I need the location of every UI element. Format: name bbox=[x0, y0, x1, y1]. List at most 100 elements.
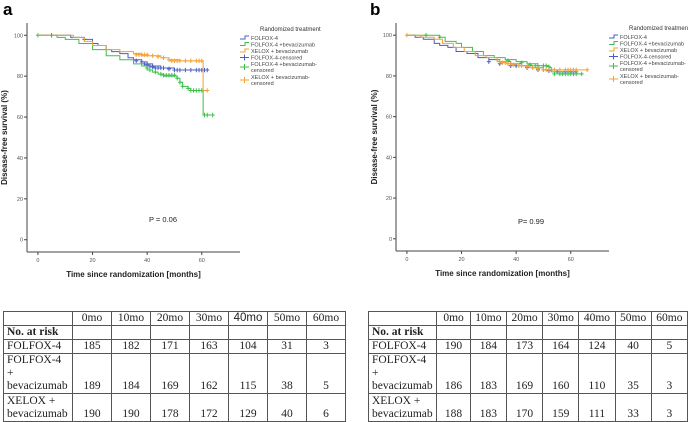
column-header: 40mo bbox=[228, 311, 268, 326]
column-header: 10mo bbox=[469, 311, 507, 326]
legend-line-swatch bbox=[609, 34, 618, 39]
empty-cell bbox=[189, 325, 229, 340]
row-label: FOLFOX-4 bbox=[3, 339, 73, 354]
censor-mark bbox=[177, 80, 182, 85]
censor-mark bbox=[180, 84, 185, 89]
at-risk-value: 184 bbox=[469, 339, 507, 354]
at-risk-value: 110 bbox=[578, 353, 616, 394]
legend-label: XELOX + bevacizumab bbox=[251, 49, 308, 55]
legend-label: XELOX + bevacizumab- bbox=[251, 75, 310, 81]
km-chart-b: 0 20 40 60 80 100 0 20 40 60 Time since randomizat… bbox=[370, 23, 688, 278]
table-row: FOLFOX-4 190 184 173 164 124 40 5 bbox=[367, 339, 688, 354]
column-header: 0mo bbox=[72, 311, 112, 326]
row-label-line1: XELOX + bbox=[7, 395, 56, 407]
at-risk-value: 189 bbox=[72, 353, 112, 394]
section-label: No. at risk bbox=[3, 325, 73, 340]
y-tick-label: 60 bbox=[17, 115, 23, 121]
at-risk-value: 169 bbox=[505, 353, 544, 394]
censor-mark bbox=[177, 67, 182, 73]
censor-mark bbox=[437, 35, 442, 40]
table-row: FOLFOX-4 + bevacizumab 189 184 169 162 115 38 5 bbox=[3, 353, 346, 394]
row-label: FOLFOX-4 + bevacizumab bbox=[3, 353, 73, 394]
at-risk-value: 124 bbox=[578, 339, 616, 354]
y-tick-label: 100 bbox=[14, 33, 23, 39]
series-folfox-4 bbox=[37, 33, 210, 73]
censor-mark bbox=[161, 55, 166, 60]
at-risk-value: 104 bbox=[228, 339, 268, 354]
censor-mark bbox=[167, 57, 171, 63]
at-risk-value: 184 bbox=[111, 353, 151, 394]
censor-mark bbox=[150, 53, 155, 58]
column-header bbox=[367, 311, 438, 326]
y-tick-label: 0 bbox=[20, 238, 23, 244]
at-risk-value: 129 bbox=[228, 393, 268, 422]
column-header: 30mo bbox=[189, 311, 229, 326]
x-tick-label: 40 bbox=[513, 257, 519, 263]
row-label: FOLFOX-4 + bevacizumab bbox=[367, 353, 438, 394]
row-label-line2: bevacizumab bbox=[372, 380, 433, 392]
x-axis-label: Time since randomization [months] bbox=[66, 270, 201, 279]
x-tick-label: 20 bbox=[89, 258, 95, 264]
row-label-line1: FOLFOX-4 bbox=[7, 340, 62, 352]
row-label-line1: FOLFOX-4 bbox=[372, 340, 427, 352]
column-header: 30mo bbox=[542, 311, 580, 326]
censor-mark bbox=[585, 67, 590, 73]
empty-cell bbox=[469, 325, 507, 340]
legend-line-swatch bbox=[240, 35, 249, 40]
legend-label: FOLFOX-4-censored bbox=[620, 55, 671, 61]
censor-mark bbox=[134, 58, 139, 64]
censor-mark bbox=[183, 67, 188, 73]
legend-cross-swatch bbox=[240, 54, 249, 61]
x-tick-label: 0 bbox=[405, 257, 408, 263]
legend-label: censored bbox=[620, 80, 643, 86]
y-tick-label: 40 bbox=[386, 155, 392, 161]
x-axis-label: Time since randomization [months] bbox=[435, 269, 570, 278]
series-xelox-bevacizumab bbox=[37, 34, 210, 93]
survival-curve bbox=[406, 34, 588, 71]
y-axis-label: Disease-free survival (%) bbox=[0, 90, 9, 185]
legend-cross-swatch bbox=[240, 77, 249, 83]
at-risk-value: 185 bbox=[72, 339, 112, 354]
at-risk-value: 33 bbox=[614, 393, 652, 422]
at-risk-value: 5 bbox=[306, 353, 346, 394]
table-row: XELOX + bevacizumab 188 183 170 159 111 33 3 bbox=[367, 393, 688, 422]
censor-mark bbox=[172, 72, 177, 78]
table-header-row: 0mo 10mo 20mo 30mo 40mo 50mo 60mo bbox=[3, 311, 346, 326]
censor-mark bbox=[530, 65, 535, 70]
column-header: 0mo bbox=[436, 311, 471, 326]
y-tick-label: 20 bbox=[17, 197, 23, 203]
column-header: 60mo bbox=[650, 311, 688, 326]
legend-label: FOLFOX-4 +bevacizumab- bbox=[620, 61, 686, 67]
at-risk-value: 3 bbox=[650, 393, 688, 422]
censor-mark bbox=[546, 67, 551, 73]
legend-cross-swatch bbox=[609, 63, 618, 69]
empty-cell bbox=[306, 325, 346, 340]
table-row: FOLFOX-4 185 182 171 163 104 31 3 bbox=[3, 339, 346, 354]
column-header: 50mo bbox=[614, 311, 652, 326]
legend-item: FOLFOX-4 bbox=[609, 34, 647, 41]
censor-mark bbox=[579, 71, 584, 77]
y-tick-label: 60 bbox=[386, 115, 392, 121]
legend-item: FOLFOX-4-censored bbox=[609, 53, 671, 61]
empty-cell bbox=[436, 325, 471, 340]
risk-table-b: 0mo 10mo 20mo 30mo 40mo 50mo 60mo No. at risk FO… bbox=[367, 311, 688, 422]
row-label: XELOX + bevacizumab bbox=[367, 393, 438, 422]
censor-mark bbox=[175, 76, 180, 81]
legend-label: censored bbox=[251, 68, 274, 74]
censor-mark bbox=[503, 60, 508, 65]
row-label: XELOX + bevacizumab bbox=[3, 393, 73, 422]
censor-mark bbox=[424, 33, 429, 38]
at-risk-value: 164 bbox=[542, 339, 580, 354]
column-header: 10mo bbox=[111, 311, 151, 326]
censor-mark bbox=[497, 59, 502, 64]
legend-cross-swatch bbox=[609, 76, 618, 82]
column-header: 20mo bbox=[505, 311, 544, 326]
row-label: FOLFOX-4 bbox=[367, 339, 438, 354]
at-risk-value: 160 bbox=[542, 353, 580, 394]
legend-label: FOLFOX-4 +bevacizumab bbox=[251, 43, 315, 49]
legend-title: Randomized treatment bbox=[260, 27, 321, 33]
panel-label-a: a bbox=[3, 0, 13, 19]
x-tick-label: 60 bbox=[199, 258, 205, 264]
